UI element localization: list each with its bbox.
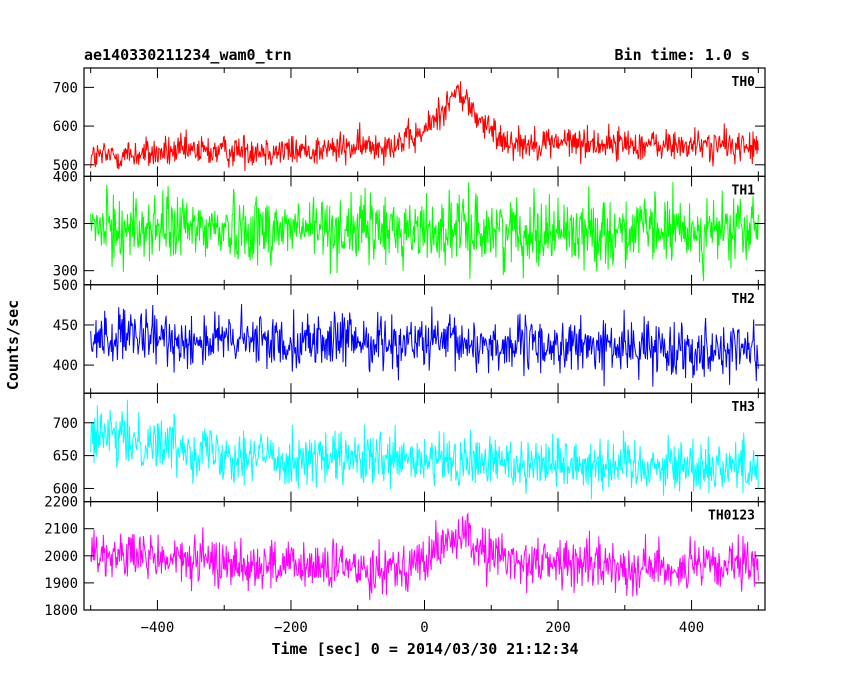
y-tick-label: 650: [53, 449, 78, 465]
y-tick-label: 2000: [44, 549, 78, 565]
y-tick-label: 2100: [44, 522, 78, 538]
x-tick-label: 0: [420, 620, 428, 636]
panel-label-th3: TH3: [732, 400, 755, 415]
y-tick-label: 300: [53, 264, 78, 280]
panel-frame-th0123: [83, 501, 766, 611]
panel-label-th1: TH1: [732, 183, 756, 198]
x-tick-label: −200: [274, 620, 308, 636]
panel-label-th0: TH0: [732, 75, 756, 90]
y-tick-label: 1800: [44, 603, 78, 619]
y-tick-label: 600: [53, 481, 78, 497]
x-tick-label: 200: [545, 620, 570, 636]
y-tick-label: 450: [53, 318, 78, 334]
series-line-th0123: [90, 512, 759, 601]
panel-frame-th0: [83, 67, 766, 178]
panel-label-th2: TH2: [732, 292, 755, 307]
series-line-th0: [90, 81, 759, 172]
y-tick-label: 700: [53, 416, 78, 432]
x-tick-label: −400: [141, 620, 175, 636]
y-tick-label: 600: [53, 119, 78, 135]
panel-label-th0123: TH0123: [708, 509, 755, 524]
y-tick-label: 350: [53, 217, 78, 233]
y-tick-label: 1900: [44, 576, 78, 592]
chart-title: ae140330211234_wam0_trn: [84, 46, 292, 64]
series-line-th2: [90, 304, 759, 387]
x-axis-label: Time [sec] 0 = 2014/03/30 21:12:34: [271, 640, 578, 658]
series-line-th1: [90, 181, 759, 282]
panels-group: 500 600 700 TH0 300 350 400 TH1 400 450 500 TH2 600 6…: [44, 67, 766, 636]
y-tick-label: 400: [53, 169, 78, 185]
bin-time-label: Bin time: 1.0 s: [615, 46, 750, 64]
y-tick-label: 500: [53, 278, 78, 294]
y-tick-label: 700: [53, 80, 78, 96]
y-tick-label: 400: [53, 358, 78, 374]
y-tick-label: 500: [53, 158, 78, 174]
series-line-th3: [90, 399, 759, 500]
y-tick-label: 2200: [44, 495, 78, 511]
y-axis-label: Counts/sec: [4, 300, 22, 390]
x-tick-label: 400: [679, 620, 704, 636]
